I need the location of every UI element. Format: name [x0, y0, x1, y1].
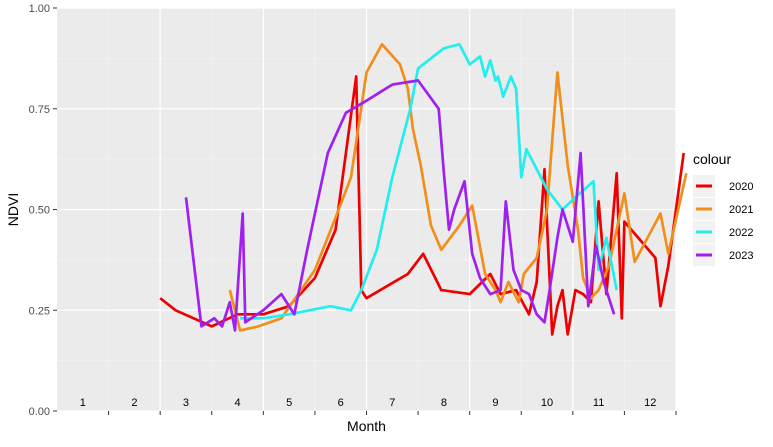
legend-entry-label: 2021	[729, 204, 753, 216]
y-tick-label: 0.50	[29, 205, 50, 217]
month-label: 5	[286, 397, 292, 409]
month-label: 4	[234, 397, 240, 409]
month-label: 12	[644, 397, 656, 409]
y-tick-label: 0.00	[29, 406, 50, 418]
y-tick-label: 0.25	[29, 305, 50, 317]
axes: 0.000.250.500.751.001 2 3 4 5 6 7 8 9 10 11 12	[29, 3, 677, 418]
y-tick-label: 1.00	[29, 3, 50, 15]
month-label: 11	[593, 397, 604, 409]
series-line-2021	[228, 42, 688, 332]
legend-title: colour	[693, 151, 731, 167]
legend-entry-label: 2023	[729, 250, 753, 262]
month-label: 10	[541, 397, 553, 409]
series-lines	[159, 42, 688, 336]
month-label: 6	[338, 397, 344, 409]
month-label: 1	[80, 397, 86, 409]
month-label: 8	[441, 397, 447, 409]
month-label: 2	[131, 397, 137, 409]
legend-entry-label: 2022	[729, 227, 753, 239]
legend: colour 2020 2021 2022 2023	[693, 151, 753, 266]
month-label: 7	[389, 397, 395, 409]
x-axis-label: Month	[347, 418, 386, 434]
series-line-2022	[240, 42, 619, 320]
legend-entry-label: 2020	[729, 181, 753, 193]
y-axis-label: NDVI	[5, 193, 21, 226]
series-line-2023	[184, 79, 616, 332]
series-line-2020	[159, 75, 686, 336]
y-tick-label: 0.75	[29, 104, 50, 116]
month-label: 3	[183, 397, 189, 409]
month-label: 9	[492, 397, 498, 409]
